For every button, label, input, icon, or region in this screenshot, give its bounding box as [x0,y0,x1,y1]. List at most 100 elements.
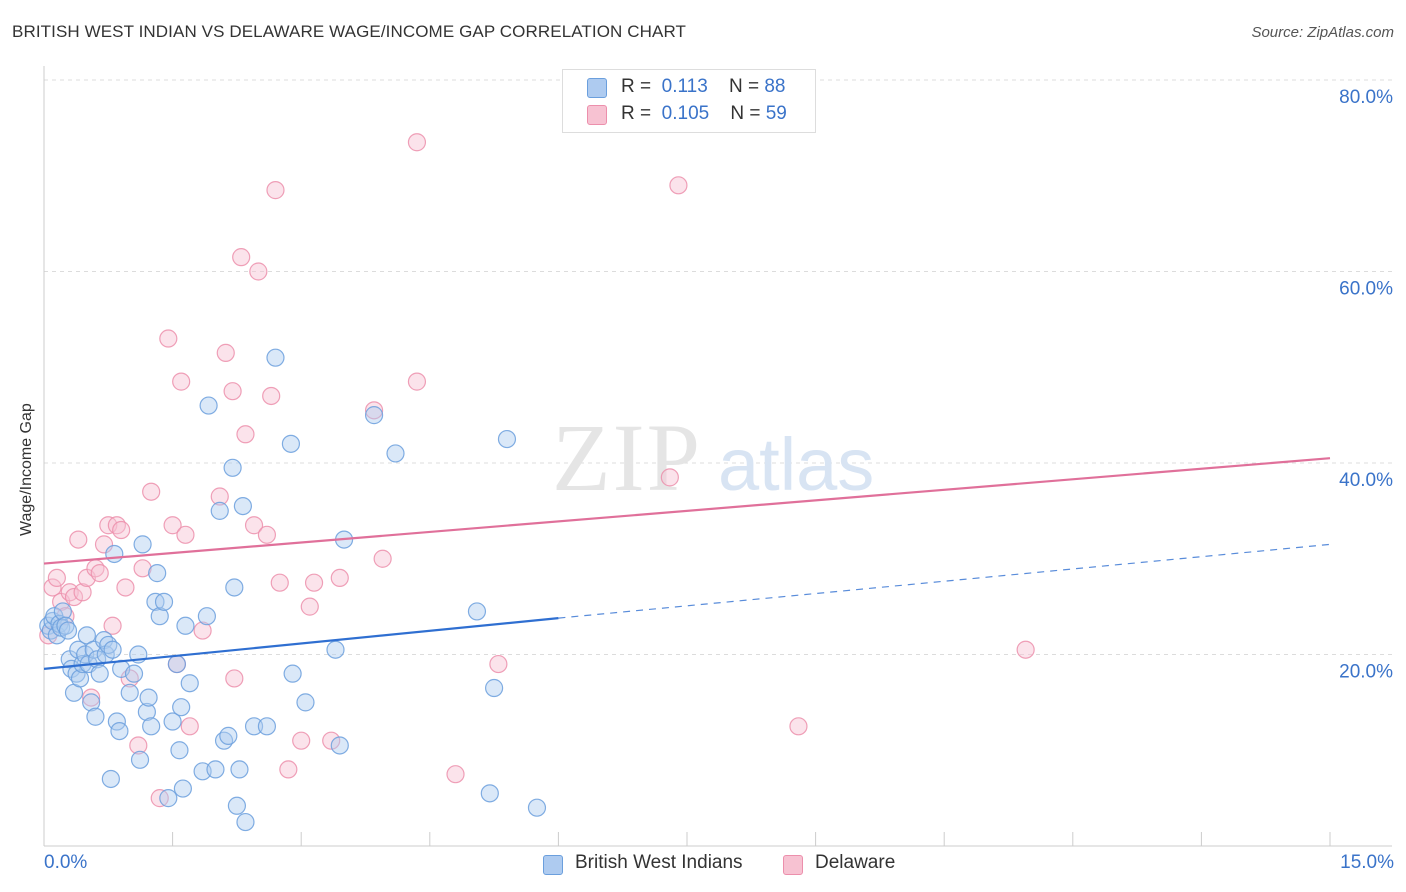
series-british-west-indians-points [39,348,547,832]
data-point-british-west-indians [76,645,95,664]
stats-legend: R = 0.113 N = 88 R = 0.105 N = 59 [562,69,816,133]
stats-text-blue: R = 0.113 N = 88 [621,76,785,98]
data-point-delaware [330,568,349,588]
data-point-british-west-indians [180,674,199,693]
data-point-british-west-indians [163,712,182,731]
x-tick-min: 0.0% [44,852,88,873]
data-point-british-west-indians [527,798,547,817]
data-point-delaware [244,516,264,535]
data-point-british-west-indians [120,683,139,702]
y-tick-label: 20.0% [1339,662,1393,683]
n-label: N = [728,76,760,97]
data-point-british-west-indians [326,640,345,659]
n-value: 88 [764,76,786,97]
data-point-british-west-indians [206,760,225,779]
data-point-british-west-indians [82,693,101,712]
data-point-british-west-indians [86,707,105,726]
data-point-delaware [669,176,688,195]
data-point-delaware [364,401,384,420]
data-point-british-west-indians [154,592,174,611]
data-point-delaware [172,372,191,391]
n-value: 59 [765,103,787,124]
legend-label: British West Indians [575,852,743,873]
data-point-british-west-indians [330,736,349,755]
data-point-british-west-indians [133,535,152,554]
series-delaware-points [39,133,1035,808]
source-label: Source: ZipAtlas.com [1251,24,1394,41]
y-axis-label-wrap: Wage/Income Gap [14,350,44,550]
data-point-british-west-indians [167,654,186,674]
data-point-delaware [103,616,122,635]
data-point-british-west-indians [480,784,499,803]
data-point-delaware [236,425,255,444]
y-tick-label: 60.0% [1339,279,1393,300]
data-point-delaware [232,248,251,267]
stats-text-pink: R = 0.105 N = 59 [621,103,787,125]
data-point-delaware [489,654,508,674]
data-point-british-west-indians [210,501,229,520]
data-point-delaware [407,372,427,391]
data-point-delaware [223,382,242,401]
data-point-delaware [69,530,88,549]
data-point-british-west-indians [172,698,191,717]
data-point-british-west-indians [159,789,178,808]
data-point-british-west-indians [101,769,120,789]
data-point-british-west-indians [266,348,285,367]
x-tick-max: 15.0% [1340,852,1394,873]
data-point-british-west-indians [233,496,253,516]
data-point-delaware [660,468,679,487]
data-point-british-west-indians [53,602,72,621]
data-point-british-west-indians [223,458,242,477]
data-point-british-west-indians [103,640,122,659]
n-label: N = [730,103,761,124]
data-point-delaware [373,549,392,568]
data-point-british-west-indians [199,396,218,415]
legend-swatch-blue [543,855,563,875]
data-point-british-west-indians [137,702,156,722]
r-value: 0.105 [661,103,710,124]
data-point-delaware [270,573,289,592]
data-point-british-west-indians [142,717,161,736]
data-point-delaware [257,525,277,544]
data-point-british-west-indians [170,741,189,760]
data-point-british-west-indians [150,607,169,626]
data-point-delaware [249,262,268,281]
legend-label: Delaware [815,852,896,873]
swatch-pink [587,105,607,125]
data-point-british-west-indians [283,664,302,683]
data-point-british-west-indians [176,616,195,635]
watermark-atlas: atlas [718,423,874,506]
data-point-delaware [266,181,285,200]
data-point-delaware [193,621,212,640]
y-tick-labels: 20.0% 40.0% 60.0% 80.0% [1339,87,1393,683]
data-point-british-west-indians [70,669,90,688]
data-point-british-west-indians [467,602,487,621]
data-point-british-west-indians [219,726,238,745]
data-point-delaware [82,688,101,707]
data-point-delaware [322,731,341,750]
data-point-delaware [446,765,465,784]
data-point-delaware [292,731,311,750]
data-point-british-west-indians [148,564,167,583]
data-point-delaware [176,525,195,544]
axes [43,66,1392,847]
y-axis-label: Wage/Income Gap [18,403,35,536]
data-point-british-west-indians [197,607,216,626]
data-point-british-west-indians [56,616,75,635]
data-point-british-west-indians [139,688,158,707]
grid-lines [44,79,1392,655]
data-point-british-west-indians [244,717,264,736]
data-point-british-west-indians [130,750,150,769]
data-point-delaware [789,717,808,736]
data-point-british-west-indians [230,760,249,779]
data-point-delaware [64,587,84,607]
data-point-delaware [407,133,427,152]
trend-line-delaware [43,457,1331,565]
data-point-british-west-indians [497,429,517,449]
data-point-british-west-indians [90,664,109,683]
watermark-zip: ZIP [552,404,702,511]
data-point-british-west-indians [58,621,78,640]
data-point-delaware [159,329,178,348]
data-point-delaware [133,559,152,578]
data-point-delaware [129,736,148,755]
